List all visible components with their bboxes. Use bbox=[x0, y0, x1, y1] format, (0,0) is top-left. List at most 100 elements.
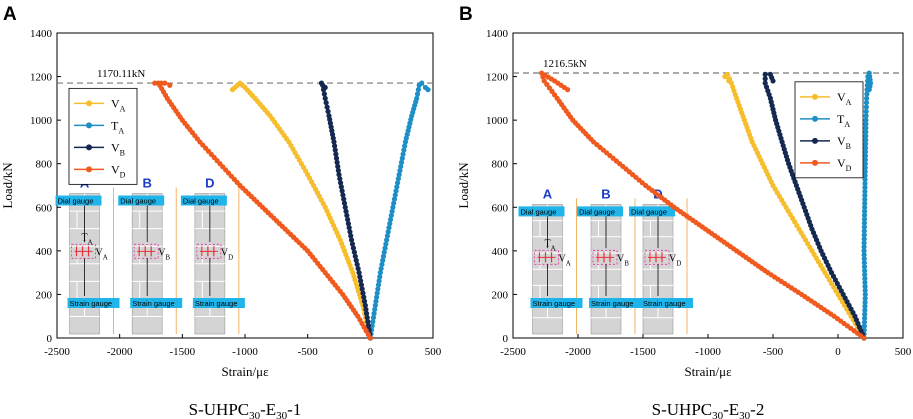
data-point bbox=[377, 270, 383, 276]
legend-swatch-marker bbox=[86, 100, 92, 107]
data-point bbox=[363, 306, 369, 313]
data-point bbox=[862, 176, 868, 183]
data-point bbox=[862, 157, 868, 163]
data-point bbox=[356, 270, 362, 276]
data-point bbox=[863, 108, 869, 115]
legend-label-vb-main: V bbox=[837, 134, 846, 148]
peak-load-label: 1170.11kN bbox=[97, 68, 145, 80]
chart-title-part: -E bbox=[723, 400, 739, 419]
inset-t-label: TA bbox=[82, 232, 93, 246]
legend-label-ta: TA bbox=[111, 118, 124, 135]
data-point bbox=[372, 302, 378, 308]
y-tick-label: 600 bbox=[492, 202, 509, 214]
y-tick-label: 0 bbox=[47, 333, 53, 345]
strain-gauge-label: Strain gauge bbox=[132, 299, 175, 308]
y-tick-label: 800 bbox=[492, 159, 509, 171]
data-point bbox=[352, 253, 358, 259]
series-line bbox=[154, 82, 371, 339]
data-point bbox=[167, 82, 173, 88]
legend-label-vd-main: V bbox=[837, 156, 846, 170]
dial-gauge-tag bbox=[518, 206, 565, 217]
legend-label-va: VA bbox=[837, 90, 852, 107]
data-point bbox=[861, 323, 867, 329]
inset-v-label-sub: D bbox=[676, 259, 681, 267]
inset-v-label: VB bbox=[158, 247, 170, 261]
legend-label-vd: VD bbox=[837, 156, 852, 173]
x-tick-label: -2000 bbox=[565, 346, 591, 358]
data-point bbox=[351, 249, 357, 255]
y-tick-label: 200 bbox=[492, 289, 509, 301]
data-point bbox=[361, 294, 367, 300]
data-point bbox=[398, 163, 404, 170]
data-point bbox=[348, 237, 355, 243]
x-tick-label: -1500 bbox=[169, 346, 195, 358]
y-tick-label: 1000 bbox=[30, 115, 53, 127]
strain-gauge-label: Strain gauge bbox=[533, 299, 576, 308]
data-point bbox=[414, 95, 420, 101]
data-point bbox=[374, 290, 380, 296]
inset-v-label-main: V bbox=[96, 247, 104, 258]
strain-gauge-tag bbox=[192, 298, 245, 308]
legend-swatch-marker bbox=[86, 122, 92, 129]
data-point bbox=[415, 87, 421, 93]
data-point bbox=[861, 248, 867, 254]
data-point bbox=[361, 298, 368, 304]
inset-v-label: VA bbox=[559, 253, 571, 267]
inset-v-label: VA bbox=[96, 247, 108, 261]
inset-t-label-main: T bbox=[82, 232, 88, 243]
y-tick-label: 1400 bbox=[486, 28, 509, 40]
data-point bbox=[861, 315, 868, 321]
data-point bbox=[382, 245, 388, 251]
data-point bbox=[349, 241, 356, 247]
data-point bbox=[337, 176, 343, 182]
dial-gauge-tag bbox=[180, 195, 227, 206]
inset-v-label-main: V bbox=[617, 253, 625, 264]
data-point bbox=[861, 208, 868, 214]
chart-panel-a: A -2500 -2000 -1500 -1000 -500 0 500 0 200 400 600 8… bbox=[0, 4, 442, 419]
data-point bbox=[862, 184, 868, 191]
series-vb bbox=[762, 71, 867, 341]
series-vd bbox=[539, 70, 867, 341]
data-point bbox=[335, 163, 341, 170]
data-point bbox=[861, 244, 867, 250]
series-line bbox=[232, 82, 371, 339]
data-point bbox=[726, 78, 732, 84]
data-point bbox=[347, 229, 353, 235]
data-point bbox=[332, 147, 338, 153]
data-point bbox=[337, 180, 344, 186]
chart-title-part: 30 bbox=[739, 410, 751, 419]
x-tick-label: 500 bbox=[425, 346, 442, 358]
data-point bbox=[365, 323, 372, 329]
series-vb bbox=[318, 80, 373, 341]
data-point bbox=[393, 188, 399, 194]
strain-box bbox=[196, 243, 222, 259]
legend-label-va-sub: A bbox=[846, 98, 852, 107]
data-point bbox=[863, 129, 869, 135]
data-point bbox=[162, 80, 168, 86]
legend-label-vd-main: V bbox=[111, 162, 120, 176]
data-point bbox=[344, 212, 350, 219]
x-tick-label: -500 bbox=[763, 346, 784, 358]
data-point bbox=[375, 282, 382, 288]
data-point bbox=[380, 253, 387, 259]
inset-v-label-main: V bbox=[669, 253, 677, 264]
data-point bbox=[862, 295, 868, 301]
data-point bbox=[396, 172, 402, 178]
data-point bbox=[340, 192, 346, 198]
y-tick-label: 400 bbox=[36, 246, 53, 258]
inset-t-label-main: T bbox=[545, 238, 551, 249]
inset-v-label: VD bbox=[669, 253, 681, 267]
chart-title-part: -1 bbox=[287, 400, 301, 419]
legend-swatch-marker bbox=[812, 159, 818, 166]
x-tick-label: -2500 bbox=[44, 346, 70, 358]
data-point bbox=[862, 188, 868, 195]
data-point bbox=[322, 84, 328, 91]
strain-gauge-tag bbox=[130, 298, 183, 308]
legend-label-vb-main: V bbox=[111, 140, 120, 154]
legend-label-vd: VD bbox=[111, 162, 126, 179]
data-point bbox=[381, 249, 387, 255]
legend-label-vd-sub: D bbox=[120, 170, 126, 179]
data-point bbox=[398, 159, 405, 165]
